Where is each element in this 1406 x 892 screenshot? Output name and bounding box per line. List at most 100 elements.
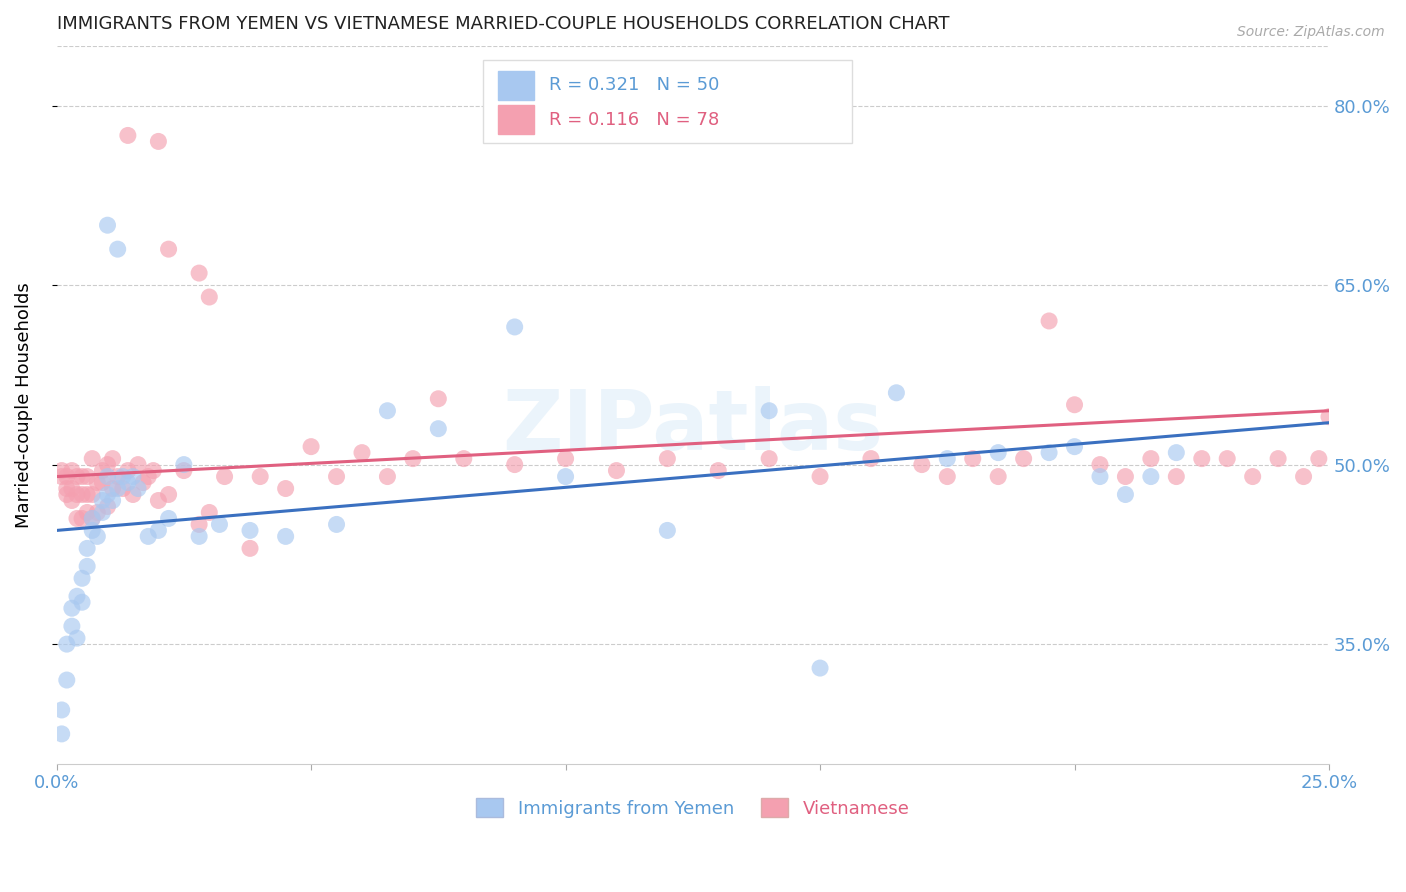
Point: [107, 482, 129, 496]
Point: [96, 218, 118, 232]
Y-axis label: Married-couple Households: Married-couple Households: [15, 282, 32, 528]
Point: [605, 464, 627, 478]
Point: [503, 320, 526, 334]
Point: [157, 242, 180, 256]
Point: [132, 475, 155, 490]
Point: [758, 451, 780, 466]
Point: [987, 469, 1010, 483]
Point: [91, 506, 114, 520]
Point: [82, 487, 104, 501]
Bar: [498, 70, 534, 100]
Point: [936, 469, 959, 483]
Point: [56, 673, 79, 687]
Point: [1088, 469, 1111, 483]
Point: [962, 451, 984, 466]
Point: [70, 595, 93, 609]
Point: [70, 511, 93, 525]
Point: [51, 727, 73, 741]
Point: [101, 482, 124, 496]
Point: [82, 524, 104, 538]
Point: [239, 524, 262, 538]
Point: [60, 619, 83, 633]
Text: R = 0.116   N = 78: R = 0.116 N = 78: [548, 111, 720, 128]
Point: [56, 487, 79, 501]
Point: [91, 493, 114, 508]
Point: [214, 469, 236, 483]
Point: [60, 482, 83, 496]
Point: [402, 451, 425, 466]
Point: [1191, 451, 1213, 466]
Text: ZIPatlas: ZIPatlas: [502, 385, 883, 467]
Point: [51, 469, 73, 483]
Point: [70, 469, 93, 483]
Point: [82, 511, 104, 525]
Point: [136, 469, 159, 483]
Point: [122, 469, 145, 483]
Point: [758, 403, 780, 417]
Point: [111, 482, 134, 496]
Point: [808, 469, 831, 483]
Point: [453, 451, 475, 466]
Point: [101, 493, 124, 508]
Point: [1088, 458, 1111, 472]
Point: [188, 517, 211, 532]
Point: [188, 529, 211, 543]
Point: [198, 506, 221, 520]
Point: [76, 506, 98, 520]
Point: [60, 601, 83, 615]
Point: [96, 458, 118, 472]
Point: [117, 128, 139, 143]
Point: [911, 458, 934, 472]
Point: [239, 541, 262, 556]
Point: [325, 469, 347, 483]
Point: [56, 482, 79, 496]
Point: [91, 464, 114, 478]
Point: [1292, 469, 1315, 483]
Point: [51, 703, 73, 717]
Point: [70, 571, 93, 585]
Point: [1114, 487, 1136, 501]
Point: [148, 493, 170, 508]
Point: [1114, 469, 1136, 483]
Point: [76, 469, 98, 483]
Point: [1038, 314, 1060, 328]
Point: [1216, 451, 1239, 466]
Point: [1166, 445, 1188, 459]
Point: [1317, 409, 1340, 424]
Point: [66, 589, 89, 603]
Point: [1063, 440, 1085, 454]
Point: [148, 524, 170, 538]
Point: [76, 541, 98, 556]
Point: [1038, 445, 1060, 459]
FancyBboxPatch shape: [482, 60, 852, 143]
Point: [1267, 451, 1289, 466]
Point: [1140, 451, 1163, 466]
Text: R = 0.321   N = 50: R = 0.321 N = 50: [548, 76, 720, 95]
Point: [86, 475, 108, 490]
Point: [554, 469, 576, 483]
Point: [173, 458, 195, 472]
Point: [60, 493, 83, 508]
Point: [86, 529, 108, 543]
Point: [66, 631, 89, 645]
Point: [107, 242, 129, 256]
Point: [76, 487, 98, 501]
Point: [1166, 469, 1188, 483]
Point: [299, 440, 322, 454]
Point: [274, 529, 297, 543]
Point: [249, 469, 271, 483]
Point: [60, 464, 83, 478]
Point: [657, 524, 679, 538]
Point: [82, 451, 104, 466]
Point: [111, 469, 134, 483]
Point: [1012, 451, 1035, 466]
Point: [66, 469, 89, 483]
Point: [127, 458, 149, 472]
Text: IMMIGRANTS FROM YEMEN VS VIETNAMESE MARRIED-COUPLE HOUSEHOLDS CORRELATION CHART: IMMIGRANTS FROM YEMEN VS VIETNAMESE MARR…: [56, 15, 949, 33]
Point: [936, 451, 959, 466]
Point: [987, 445, 1010, 459]
Point: [66, 511, 89, 525]
Text: Source: ZipAtlas.com: Source: ZipAtlas.com: [1237, 25, 1385, 39]
Bar: [498, 105, 534, 134]
Point: [503, 458, 526, 472]
